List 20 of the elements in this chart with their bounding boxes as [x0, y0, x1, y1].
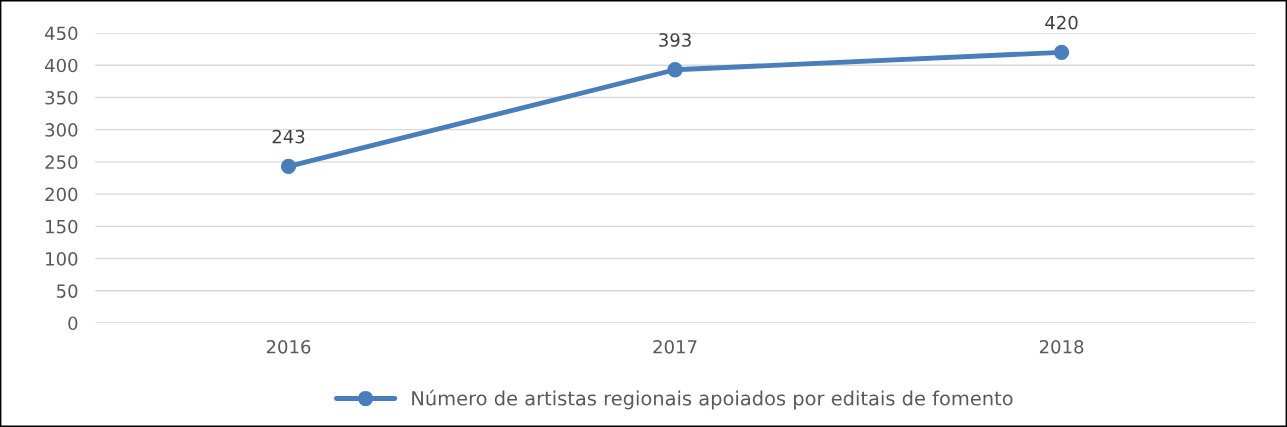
point — [280, 158, 297, 175]
x-tick-label: 2017 — [653, 339, 697, 354]
point — [1053, 44, 1070, 60]
legend-label: Número de artistas regionais apoiados por editais de fomento — [412, 389, 1013, 410]
y-tick-label: 50 — [56, 284, 78, 298]
point — [667, 62, 683, 78]
data-label: 420 — [1045, 15, 1078, 30]
y-tick-label: 0 — [68, 316, 78, 331]
x-tick-label: 2018 — [1039, 339, 1084, 354]
y-tick-label: 100 — [46, 252, 78, 266]
y-tick-label: 350 — [45, 90, 78, 105]
data-label: 243 — [272, 129, 305, 144]
y-tick-label: 150 — [46, 219, 78, 234]
y-tick-label: 300 — [45, 123, 78, 137]
x-tick-label: 2016 — [266, 339, 311, 354]
y-tick-label: 200 — [45, 187, 78, 202]
y-tick-label: 450 — [44, 26, 78, 41]
data-label: 393 — [659, 33, 691, 47]
y-tick-label: 400 — [44, 58, 78, 73]
y-tick-label: 250 — [45, 155, 78, 169]
